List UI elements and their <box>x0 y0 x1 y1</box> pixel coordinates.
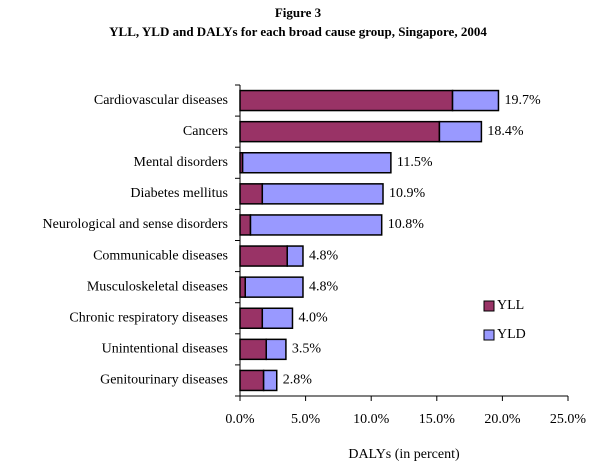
total-label: 10.8% <box>388 217 425 232</box>
bar-segment <box>261 183 384 205</box>
y-tick-label: Chronic respiratory diseases <box>69 310 228 325</box>
bar-segment <box>239 245 288 267</box>
y-tick-label: Genitourinary diseases <box>100 373 228 388</box>
bar-segment <box>239 183 264 205</box>
bar-segment <box>241 152 392 174</box>
x-tick-label: 5.0% <box>291 412 321 427</box>
total-label: 18.4% <box>487 124 523 139</box>
total-label: 19.7% <box>504 93 541 108</box>
y-tick-label: Neurological and sense disorders <box>43 217 228 232</box>
x-tick-label: 0.0% <box>225 412 255 427</box>
legend-label: YLL <box>497 298 524 313</box>
bar-segment <box>249 214 383 236</box>
legend-swatch <box>483 300 495 312</box>
bar-segment <box>451 89 500 112</box>
bar-segment <box>239 307 264 329</box>
total-label: 2.8% <box>283 373 313 388</box>
bar-segment <box>261 307 294 329</box>
y-tick-label: Musculoskeletal diseases <box>87 279 228 294</box>
bar-segment <box>286 245 304 267</box>
bar-segment <box>265 338 287 361</box>
x-tick-label: 10.0% <box>353 412 390 427</box>
bar-segment <box>438 120 483 143</box>
x-tick-label: 15.0% <box>419 412 456 427</box>
x-tick-label: 25.0% <box>550 412 587 427</box>
bar-segment <box>239 120 441 143</box>
total-label: 11.5% <box>397 155 433 170</box>
y-tick-label: Unintentional diseases <box>102 342 228 357</box>
chart-subtitle: YLL, YLD and DALYs for each broad cause … <box>109 24 487 39</box>
bar-segment <box>239 89 454 112</box>
total-label: 10.9% <box>389 186 426 201</box>
bar-segment <box>244 276 304 298</box>
bar-segment <box>239 338 267 361</box>
chart-title: Figure 3 <box>275 5 322 20</box>
legend-label: YLD <box>497 327 526 342</box>
total-label: 4.8% <box>309 248 339 263</box>
y-tick-label: Communicable diseases <box>93 248 228 263</box>
bar-segment <box>239 276 246 298</box>
x-axis-label: DALYs (in percent) <box>348 447 460 462</box>
total-label: 4.0% <box>298 310 328 325</box>
x-tick-label: 20.0% <box>484 412 521 427</box>
y-tick-label: Cardiovascular diseases <box>94 93 228 108</box>
legend-swatch <box>483 329 495 341</box>
y-tick-label: Diabetes mellitus <box>130 186 228 201</box>
bar-segment <box>262 369 278 392</box>
y-tick-label: Mental disorders <box>134 155 228 170</box>
bar-segment <box>239 214 252 236</box>
bar-segment <box>239 369 265 392</box>
total-label: 3.5% <box>292 342 322 357</box>
total-label: 4.8% <box>309 279 339 294</box>
y-tick-label: Cancers <box>183 124 228 139</box>
